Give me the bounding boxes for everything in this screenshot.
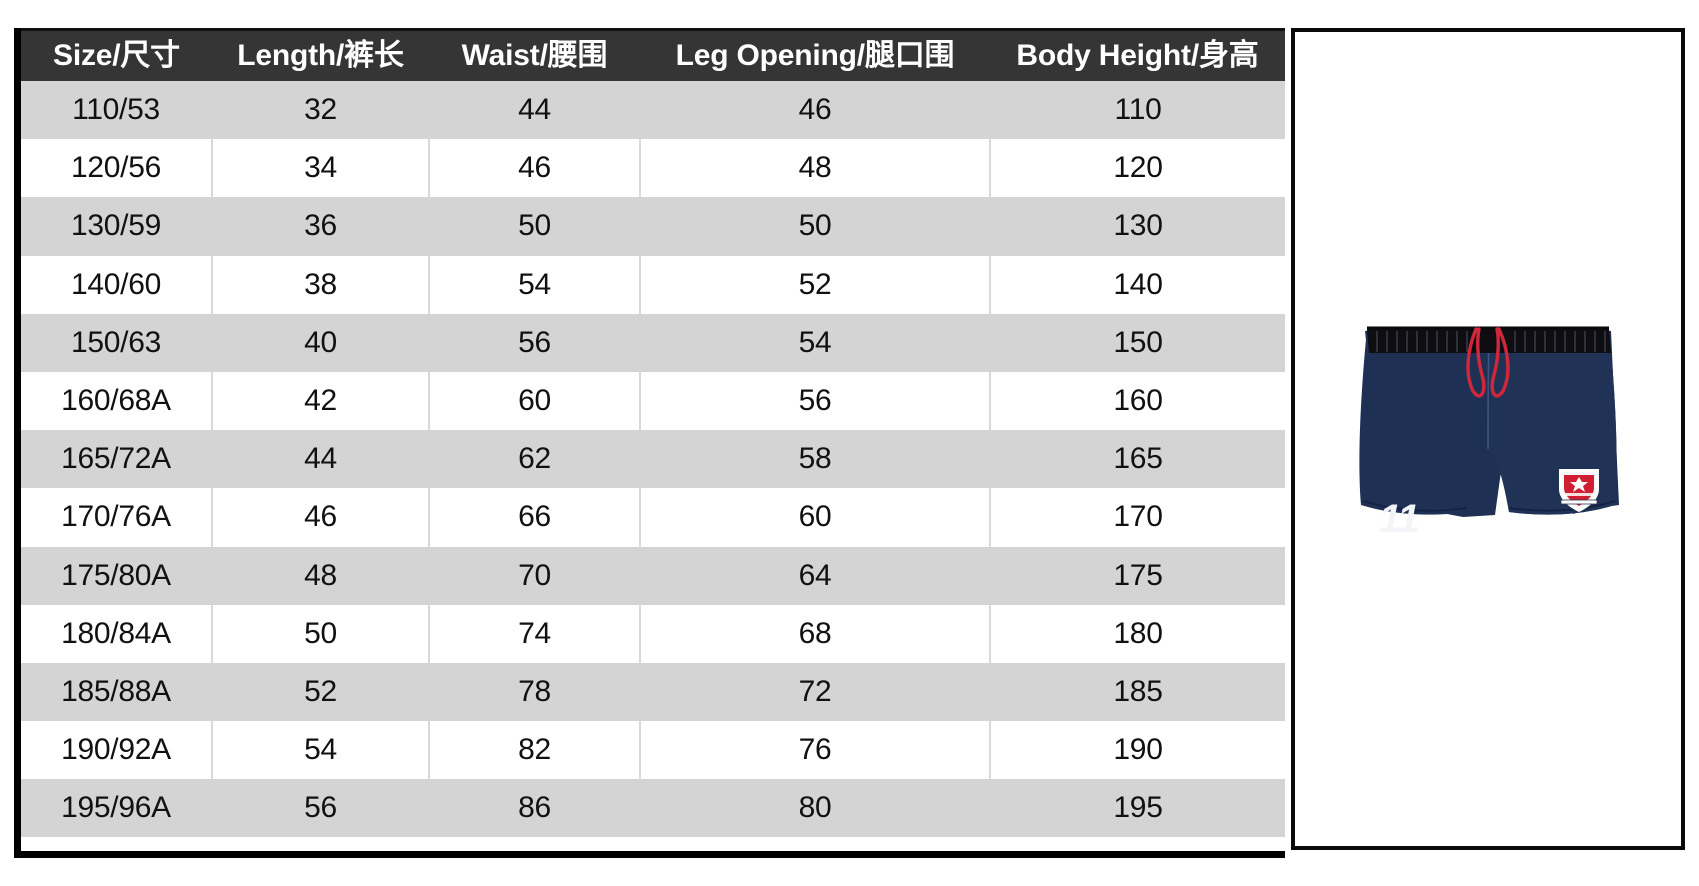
cell-waist: 46 [429,139,641,198]
cell-size: 170/76A [21,488,213,547]
cell-length: 36 [212,197,430,256]
cell-leg-opening: 56 [640,371,991,431]
column-header-leg-opening: Leg Opening/腿口围 [640,29,990,81]
cell-body-height: 190 [990,721,1285,780]
table-row: 120/56 34 46 48 120 [21,139,1285,198]
cell-size: 185/88A [21,662,213,722]
table-row: 140/60 38 54 52 140 [21,255,1285,314]
cell-waist: 66 [429,488,641,547]
cell-waist: 74 [429,604,641,663]
cell-body-height: 140 [990,255,1285,314]
cell-leg-opening: 76 [640,721,991,780]
header-row: Size/尺寸 Length/裤长 Waist/腰围 Leg Opening/腿… [21,29,1285,81]
cell-leg-opening: 64 [640,546,991,605]
cell-leg-opening: 50 [640,197,991,256]
table-row: 180/84A 50 74 68 180 [21,604,1285,663]
table-row: 185/88A 52 78 72 185 [21,662,1285,722]
cell-waist: 56 [429,313,641,372]
cell-length: 46 [212,488,430,547]
cell-length: 52 [212,662,430,722]
table-row: 190/92A 54 82 76 190 [21,721,1285,780]
cell-size: 120/56 [21,139,213,198]
cell-length: 48 [212,546,430,605]
jersey-number: 11 [1379,497,1420,541]
cell-length: 44 [212,430,430,489]
table-row: 150/63 40 56 54 150 [21,313,1285,372]
cell-waist: 70 [429,546,641,605]
column-header-body-height: Body Height/身高 [990,29,1285,81]
cell-body-height: 120 [990,139,1285,198]
table-row: 175/80A 48 70 64 175 [21,546,1285,605]
cell-waist: 60 [429,371,641,431]
cell-waist: 44 [429,81,641,140]
table-row: 165/72A 44 62 58 165 [21,430,1285,489]
cell-length: 34 [212,139,430,198]
cell-body-height: 130 [990,197,1285,256]
table-row: 160/68A 42 60 56 160 [21,371,1285,431]
cell-body-height: 180 [990,604,1285,663]
cell-length: 56 [212,779,430,838]
cell-length: 50 [212,604,430,663]
cell-leg-opening: 48 [640,139,991,198]
table-row: 195/96A 56 86 80 195 [21,779,1285,838]
cell-waist: 62 [429,430,641,489]
cell-length: 32 [212,81,430,140]
cell-leg-opening: 68 [640,604,991,663]
column-header-waist: Waist/腰围 [429,29,640,81]
cell-size: 190/92A [21,721,213,780]
cell-size: 160/68A [21,371,213,431]
cell-leg-opening: 54 [640,313,991,372]
cell-length: 38 [212,255,430,314]
cell-leg-opening: 60 [640,488,991,547]
product-image-panel: 11 [1291,28,1685,850]
cell-leg-opening: 58 [640,430,991,489]
cell-length: 40 [212,313,430,372]
cell-length: 42 [212,371,430,431]
shorts-icon: 11 [1343,309,1633,569]
cell-waist: 86 [429,779,641,838]
cell-size: 180/84A [21,604,213,663]
cell-leg-opening: 80 [640,779,991,838]
cell-body-height: 185 [990,662,1285,722]
table-row: 170/76A 46 66 60 170 [21,488,1285,547]
cell-body-height: 165 [990,430,1285,489]
cell-waist: 54 [429,255,641,314]
cell-leg-opening: 52 [640,255,991,314]
cell-waist: 78 [429,662,641,722]
cell-body-height: 175 [990,546,1285,605]
cell-body-height: 110 [990,81,1285,140]
table-header: Size/尺寸 Length/裤长 Waist/腰围 Leg Opening/腿… [21,29,1285,81]
cell-size: 195/96A [21,779,213,838]
size-table-panel: Size/尺寸 Length/裤长 Waist/腰围 Leg Opening/腿… [14,28,1285,858]
cell-leg-opening: 46 [640,81,991,140]
cell-waist: 50 [429,197,641,256]
cell-size: 175/80A [21,546,213,605]
cell-size: 165/72A [21,430,213,489]
cell-waist: 82 [429,721,641,780]
cell-size: 110/53 [21,81,213,140]
cell-body-height: 195 [990,779,1285,838]
cell-size: 140/60 [21,255,213,314]
table-row: 130/59 36 50 50 130 [21,197,1285,256]
cell-body-height: 170 [990,488,1285,547]
cell-body-height: 150 [990,313,1285,372]
column-header-size: Size/尺寸 [21,29,212,81]
size-table: Size/尺寸 Length/裤长 Waist/腰围 Leg Opening/腿… [21,28,1285,838]
table-body: 110/53 32 44 46 110 120/56 34 46 48 120 130/59 36 50… [21,81,1285,838]
cell-size: 150/63 [21,313,213,372]
cell-size: 130/59 [21,197,213,256]
column-header-length: Length/裤长 [212,29,429,81]
club-crest-icon [1559,469,1599,512]
table-row: 110/53 32 44 46 110 [21,81,1285,140]
cell-leg-opening: 72 [640,662,991,722]
cell-length: 54 [212,721,430,780]
cell-body-height: 160 [990,371,1285,431]
